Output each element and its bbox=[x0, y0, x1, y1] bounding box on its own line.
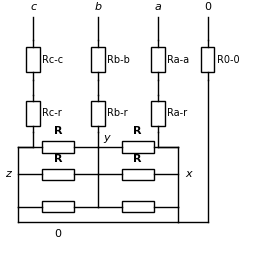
Text: R0-0: R0-0 bbox=[217, 55, 240, 65]
Text: x: x bbox=[185, 169, 192, 179]
Text: Rc-r: Rc-r bbox=[42, 108, 62, 118]
Text: R: R bbox=[54, 126, 62, 136]
Text: Ra-a: Ra-a bbox=[167, 55, 189, 65]
Text: z: z bbox=[5, 169, 11, 179]
Text: b: b bbox=[94, 2, 101, 12]
Bar bbox=[151, 101, 165, 126]
Text: Rb-r: Rb-r bbox=[107, 108, 128, 118]
Bar bbox=[26, 101, 40, 126]
Bar bbox=[26, 47, 40, 72]
Text: Ra-r: Ra-r bbox=[167, 108, 187, 118]
Bar bbox=[42, 141, 74, 152]
Bar bbox=[42, 201, 74, 212]
Text: R: R bbox=[134, 126, 142, 136]
Text: R: R bbox=[134, 154, 142, 164]
Text: c: c bbox=[30, 2, 36, 12]
Text: Rb-b: Rb-b bbox=[107, 55, 130, 65]
Text: 0: 0 bbox=[55, 229, 61, 239]
Text: y: y bbox=[103, 133, 109, 143]
Bar bbox=[201, 47, 214, 72]
Text: R: R bbox=[54, 154, 62, 164]
Bar bbox=[122, 201, 154, 212]
Text: 0: 0 bbox=[204, 2, 211, 12]
Bar bbox=[91, 47, 105, 72]
Text: Rc-c: Rc-c bbox=[42, 55, 64, 65]
Bar bbox=[42, 169, 74, 180]
Bar bbox=[151, 47, 165, 72]
Bar bbox=[122, 169, 154, 180]
Bar bbox=[122, 141, 154, 152]
Bar bbox=[91, 101, 105, 126]
Text: a: a bbox=[154, 2, 161, 12]
